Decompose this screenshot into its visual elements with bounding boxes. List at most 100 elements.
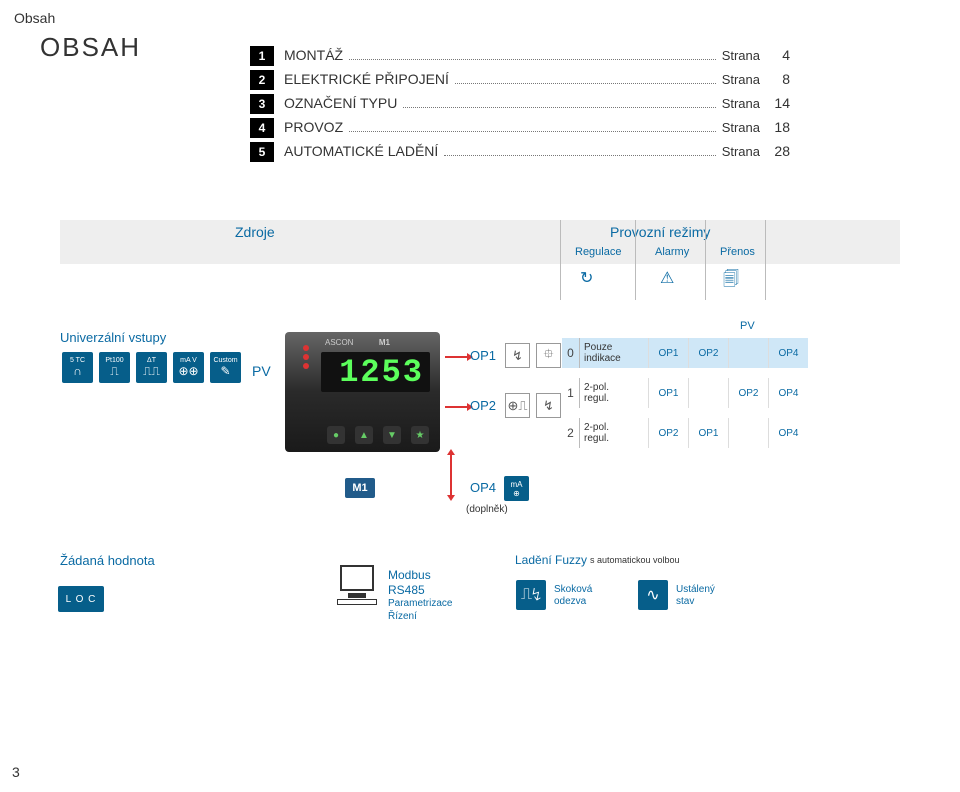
- zdroje-label: Zdroje: [235, 224, 275, 240]
- ma-symbol: ⊕: [513, 489, 520, 498]
- toc-page-num: 14: [760, 95, 790, 111]
- mode-index: 1: [562, 378, 580, 408]
- toc-num: 3: [250, 94, 274, 114]
- fuzzy-sub-label: s automatickou volbou: [590, 555, 680, 565]
- universal-inputs-label: Univerzální vstupy: [60, 330, 166, 345]
- analog-icon: ⊕⎍: [505, 393, 530, 418]
- divider: [765, 220, 766, 300]
- divider: [560, 220, 561, 300]
- setpoint-label: Žádaná hodnota: [60, 553, 155, 568]
- steady-state-label: Ustálenýstav: [676, 584, 715, 608]
- mode-row-2: 2 2-pol.regul. OP2 OP1 OP4: [562, 418, 808, 448]
- mode-cell: OP4: [768, 338, 808, 368]
- mode-row-0: 0 Pouzeindikace OP1 OP2 OP4: [562, 338, 808, 368]
- toc-page-num: 18: [760, 119, 790, 135]
- mode-row-1: 1 2-pol.regul. OP1 OP2 OP4: [562, 378, 808, 408]
- toc-page-num: 8: [760, 71, 790, 87]
- mode-desc: Pouzeindikace: [580, 342, 648, 364]
- toc-leader: [444, 149, 715, 156]
- controller-button: ▲: [355, 426, 373, 444]
- loc-badge: L O C: [58, 586, 104, 612]
- arrow-icon: [445, 406, 467, 408]
- option-label: (doplněk): [466, 504, 508, 515]
- toc-page-word: Strana: [722, 72, 760, 87]
- mode-cell: [728, 338, 768, 368]
- modbus-l3: Parametrizace: [388, 598, 452, 611]
- controller-button: ★: [411, 426, 429, 444]
- toc-page-word: Strana: [722, 120, 760, 135]
- toc-label: PROVOZ: [284, 119, 343, 135]
- custom-icon: Custom✎: [210, 352, 241, 383]
- toc-row: 1 MONTÁŽ Strana 4: [250, 46, 790, 66]
- led-icon: [303, 345, 309, 351]
- model-badge: M1: [345, 478, 375, 498]
- led-column: [295, 342, 317, 372]
- mode-index: 2: [562, 418, 580, 448]
- alarm-icon: ⚠: [660, 268, 674, 288]
- copy-icon: 🗐: [723, 268, 739, 295]
- toc-row: 2 ELEKTRICKÉ PŘIPOJENÍ Strana 8: [250, 70, 790, 90]
- toc-page-word: Strana: [722, 96, 760, 111]
- table-of-contents: 1 MONTÁŽ Strana 4 2 ELEKTRICKÉ PŘIPOJENÍ…: [250, 46, 790, 166]
- mode-cell: OP1: [688, 418, 728, 448]
- pv-label: PV: [252, 363, 271, 379]
- mode-cell: OP1: [648, 378, 688, 408]
- pv-column-label: PV: [740, 320, 755, 332]
- subhead-prenos: Přenos: [720, 246, 755, 258]
- toc-label: OZNAČENÍ TYPU: [284, 95, 397, 111]
- cycle-icon: ↻: [580, 268, 593, 288]
- mode-desc: 2-pol.regul.: [580, 382, 648, 404]
- ma-icon: mA ⊕: [504, 476, 529, 501]
- toc-label: MONTÁŽ: [284, 47, 343, 63]
- subhead-alarmy: Alarmy: [655, 246, 689, 258]
- step-response-icon: ⎍↯: [516, 580, 546, 610]
- ma-text: mA: [511, 480, 523, 489]
- toc-page-word: Strana: [722, 48, 760, 63]
- mode-cell: OP1: [648, 338, 688, 368]
- tc-icon: 5 TC∩: [62, 352, 93, 383]
- provozni-label: Provozní režimy: [610, 224, 710, 240]
- pt100-icon: Pt100⎍: [99, 352, 130, 383]
- modbus-block: Modbus RS485 Parametrizace Řízení: [388, 568, 452, 623]
- divider: [705, 220, 706, 300]
- subhead-regulace: Regulace: [575, 246, 621, 258]
- relay-icon: ↯: [505, 343, 530, 368]
- led-icon: [303, 363, 309, 369]
- op4-label: OP4: [470, 480, 496, 495]
- mode-index: 0: [562, 338, 580, 368]
- steady-state-icon: ∿: [638, 580, 668, 610]
- mode-cell: OP2: [688, 338, 728, 368]
- modbus-l2: RS485: [388, 583, 452, 598]
- toc-num: 5: [250, 142, 274, 162]
- page-number: 3: [12, 764, 20, 780]
- toc-leader: [349, 53, 716, 60]
- segment-display: 1253: [321, 352, 430, 392]
- op1-label: OP1: [470, 348, 496, 363]
- toc-num: 1: [250, 46, 274, 66]
- page-title-small: Obsah: [14, 10, 960, 26]
- controller-button: ●: [327, 426, 345, 444]
- brand-label: ASCON: [325, 338, 353, 347]
- op1-icons: ↯ ⯐: [502, 343, 564, 368]
- toc-leader: [349, 125, 716, 132]
- double-arrow-icon: [450, 455, 452, 495]
- toc-row: 4 PROVOZ Strana 18: [250, 118, 790, 138]
- toc-row: 3 OZNAČENÍ TYPU Strana 14: [250, 94, 790, 114]
- mode-cell: [688, 378, 728, 408]
- display-digits: 1253: [339, 354, 424, 391]
- triac-icon: ⯐: [536, 343, 561, 368]
- mode-cell: OP4: [768, 418, 808, 448]
- mode-cell: OP2: [728, 378, 768, 408]
- fuzzy-tuning-label: Ladění Fuzzy: [515, 553, 587, 567]
- mode-desc: 2-pol.regul.: [580, 422, 648, 444]
- deltat-icon: ΔT⎍⎍: [136, 352, 167, 383]
- toc-label: AUTOMATICKÉ LADĚNÍ: [284, 143, 438, 159]
- toc-leader: [455, 77, 716, 84]
- modbus-l4: Řízení: [388, 611, 452, 624]
- mode-cell: OP2: [648, 418, 688, 448]
- modbus-l1: Modbus: [388, 568, 452, 583]
- led-icon: [303, 354, 309, 360]
- relay-icon: ↯: [536, 393, 561, 418]
- step-response-label: Skokováodezva: [554, 584, 592, 608]
- toc-page-word: Strana: [722, 144, 760, 159]
